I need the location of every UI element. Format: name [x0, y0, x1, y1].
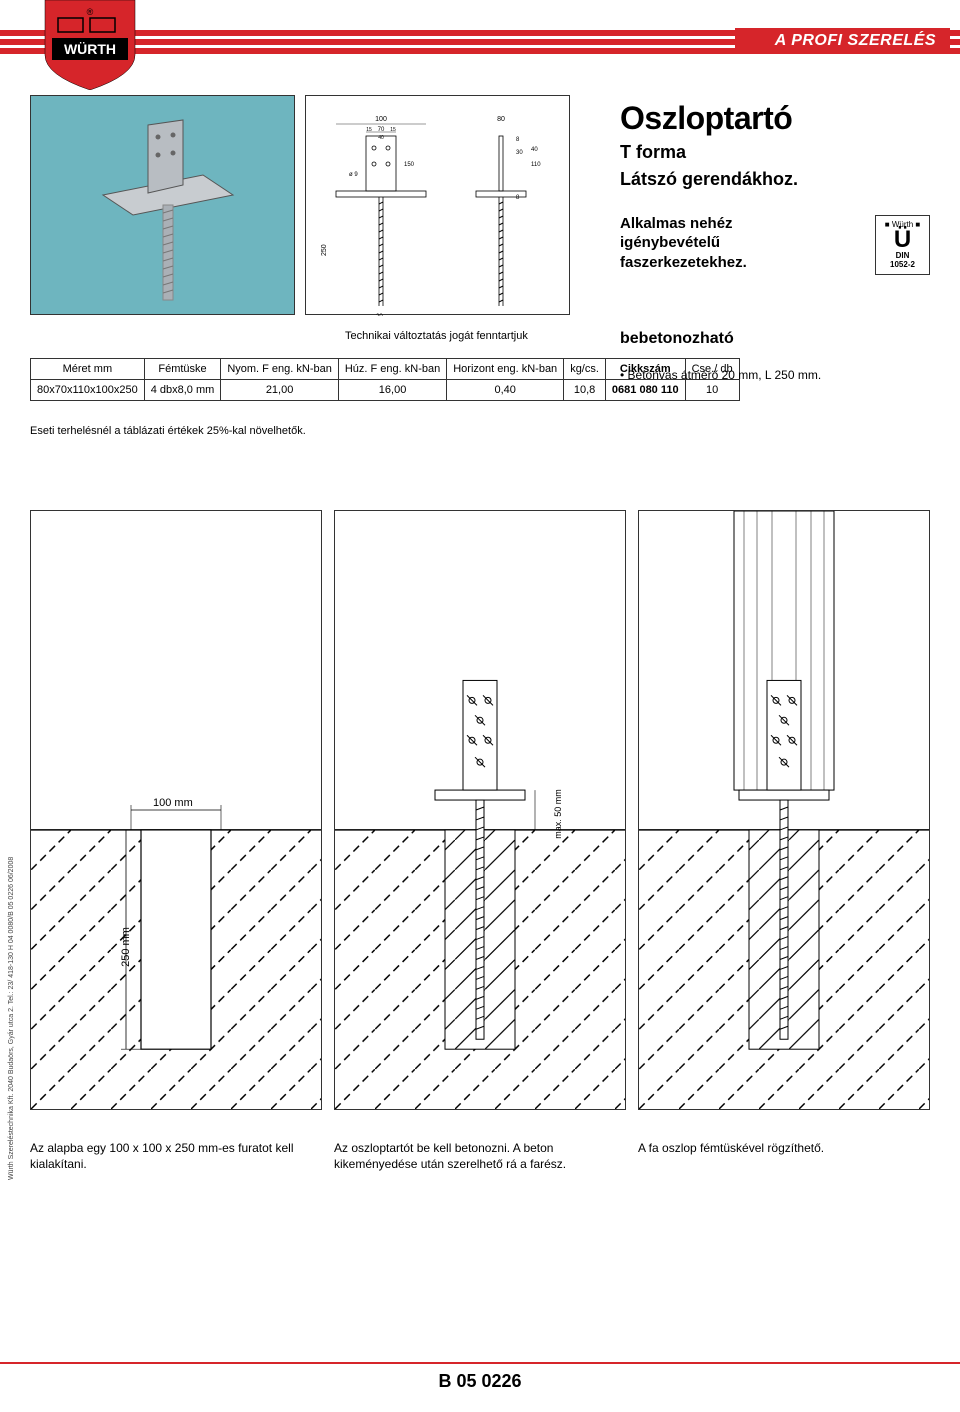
svg-text:30: 30: [516, 150, 523, 156]
install-step-3: [638, 510, 930, 1110]
svg-text:15: 15: [366, 127, 372, 133]
install-diagram-row: 100 mm 250 mm: [30, 510, 930, 1110]
spec-bullet: • Betonvas átmérő 20 mm, L 250 mm.: [620, 368, 821, 382]
subtitle-1: T forma: [620, 141, 930, 164]
caption-3: A fa oszlop fémtüskével rögzíthető.: [638, 1140, 930, 1172]
brand-name: WÜRTH: [64, 41, 116, 57]
dim-100: 100 mm: [153, 797, 193, 809]
product-photo: [30, 95, 295, 315]
col-kgcs: kg/cs.: [564, 359, 606, 380]
col-femtuske: Fémtüske: [144, 359, 221, 380]
concrete-note: bebetonozható: [620, 330, 734, 348]
col-huz: Húz. F eng. kN-ban: [338, 359, 446, 380]
caption-2: Az oszloptartót be kell betonozni. A bet…: [334, 1140, 626, 1172]
dim-250: 250 mm: [120, 927, 132, 967]
svg-text:150: 150: [404, 162, 415, 168]
svg-text:8: 8: [516, 195, 520, 201]
col-meret: Méret mm: [31, 359, 145, 380]
page-title: Oszloptartó: [620, 100, 930, 137]
note-1: Alkalmas nehéz: [620, 215, 733, 232]
install-step-1: 100 mm 250 mm: [30, 510, 322, 1110]
brand-logo: ® WÜRTH: [40, 0, 140, 90]
svg-text:250: 250: [321, 244, 328, 256]
note-3: faszerkezetekhez.: [620, 254, 747, 271]
technical-drawing: 100 70 15 40 15 ø 9 150 250 20: [305, 95, 570, 315]
top-image-row: 100 70 15 40 15 ø 9 150 250 20: [30, 95, 570, 315]
svg-text:110: 110: [531, 162, 541, 168]
svg-text:8: 8: [516, 137, 520, 143]
svg-text:100: 100: [375, 116, 387, 123]
svg-text:70: 70: [378, 127, 385, 133]
svg-text:®: ®: [87, 7, 94, 17]
install-step-2: max. 50 mm: [334, 510, 626, 1110]
din-stamp: ■ Würth ■ Ü DIN 1052-2: [875, 215, 930, 275]
side-imprint: Würth Szereléstechnika Kft. 2040 Budaörs…: [8, 580, 15, 1180]
footer-rule: [0, 1362, 960, 1364]
tech-disclaimer: Technikai változtatás jogát fenntartjuk: [345, 330, 528, 342]
install-captions: Az alapba egy 100 x 100 x 250 mm-es fura…: [30, 1140, 930, 1172]
table-footnote: Eseti terhelésnél a táblázati értékek 25…: [30, 425, 306, 437]
svg-text:40: 40: [378, 135, 384, 141]
footer-code: B 05 0226: [0, 1371, 960, 1392]
svg-text:ø 9: ø 9: [349, 172, 358, 178]
header-tagline: A PROFI SZERELÉS: [735, 28, 950, 54]
table-row: 80x70x110x100x250 4 dbx8,0 mm 21,00 16,0…: [31, 380, 740, 401]
dim-max50: max. 50 mm: [553, 789, 563, 839]
svg-text:20: 20: [376, 314, 383, 316]
svg-text:80: 80: [497, 116, 505, 123]
svg-text:15: 15: [390, 127, 396, 133]
note-2: igénybevételű: [620, 234, 720, 251]
caption-1: Az alapba egy 100 x 100 x 250 mm-es fura…: [30, 1140, 322, 1172]
subtitle-2: Látszó gerendákhoz.: [620, 168, 930, 191]
col-nyom: Nyom. F eng. kN-ban: [221, 359, 339, 380]
col-horizont: Horizont eng. kN-ban: [447, 359, 564, 380]
svg-text:40: 40: [531, 147, 538, 153]
